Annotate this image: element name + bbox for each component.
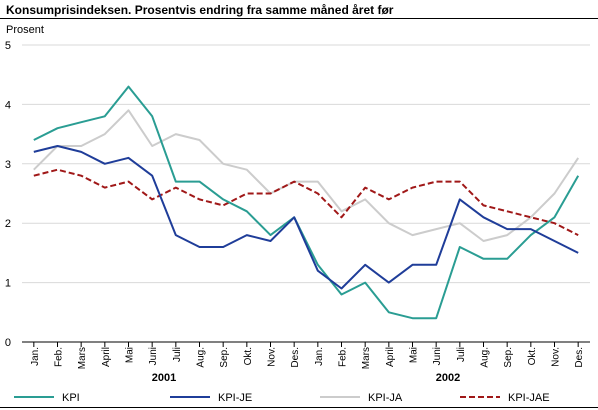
- x-tick-label: Okt.: [243, 347, 254, 365]
- x-tick-label: Feb.: [54, 347, 65, 367]
- x-tick-label: Mai: [409, 347, 420, 363]
- x-tick-label: Mai: [125, 347, 136, 363]
- x-tick-label: Juli: [456, 347, 467, 362]
- x-tick-label: Aug.: [480, 347, 491, 368]
- legend-label-kpi-je: KPI-JE: [218, 392, 252, 404]
- y-tick-label: 2: [5, 218, 11, 230]
- x-tick-label: Des.: [574, 347, 585, 368]
- y-tick-label: 3: [5, 159, 11, 171]
- bottom-divider: [0, 407, 598, 408]
- series-line-kpi-je: [33, 145, 579, 290]
- y-tick-label: 5: [5, 40, 11, 52]
- legend-label-kpi-jae: KPI-JAE: [508, 392, 550, 404]
- x-tick-label: Jan.: [314, 347, 325, 366]
- legend-label-kpi: KPI: [62, 392, 80, 404]
- y-tick-label: 1: [5, 278, 11, 290]
- x-tick-label: Nov.: [267, 347, 278, 367]
- x-tick-label: Mars: [361, 347, 372, 369]
- year-label: 2002: [436, 372, 460, 384]
- x-tick-label: Aug.: [196, 347, 207, 368]
- x-tick-label: Juli: [172, 347, 183, 362]
- legend-label-kpi-ja: KPI-JA: [368, 392, 403, 404]
- x-tick-label: Mars: [77, 347, 88, 369]
- title-divider: [0, 18, 598, 19]
- x-tick-label: April: [385, 347, 396, 367]
- x-tick-label: Feb.: [338, 347, 349, 367]
- series-line-kpi: [33, 85, 580, 320]
- series-line-kpi-jae: [33, 168, 579, 236]
- y-axis-label: Prosent: [6, 24, 44, 36]
- series-line-kpi-ja: [33, 109, 580, 242]
- x-tick-label: April: [101, 347, 112, 367]
- x-tick-label: Juni: [432, 347, 443, 365]
- year-label: 2001: [152, 372, 176, 384]
- chart-title: Konsumprisindeksen. Prosentvis endring f…: [6, 3, 394, 17]
- y-tick-label: 0: [5, 337, 11, 349]
- x-tick-label: Sep.: [219, 347, 230, 368]
- x-tick-label: Okt.: [527, 347, 538, 365]
- x-tick-label: Juni: [148, 347, 159, 365]
- x-tick-label: Jan.: [30, 347, 41, 366]
- x-tick-label: Des.: [290, 347, 301, 368]
- y-tick-label: 4: [5, 99, 11, 111]
- x-tick-label: Nov.: [551, 347, 562, 367]
- x-tick-label: Sep.: [503, 347, 514, 368]
